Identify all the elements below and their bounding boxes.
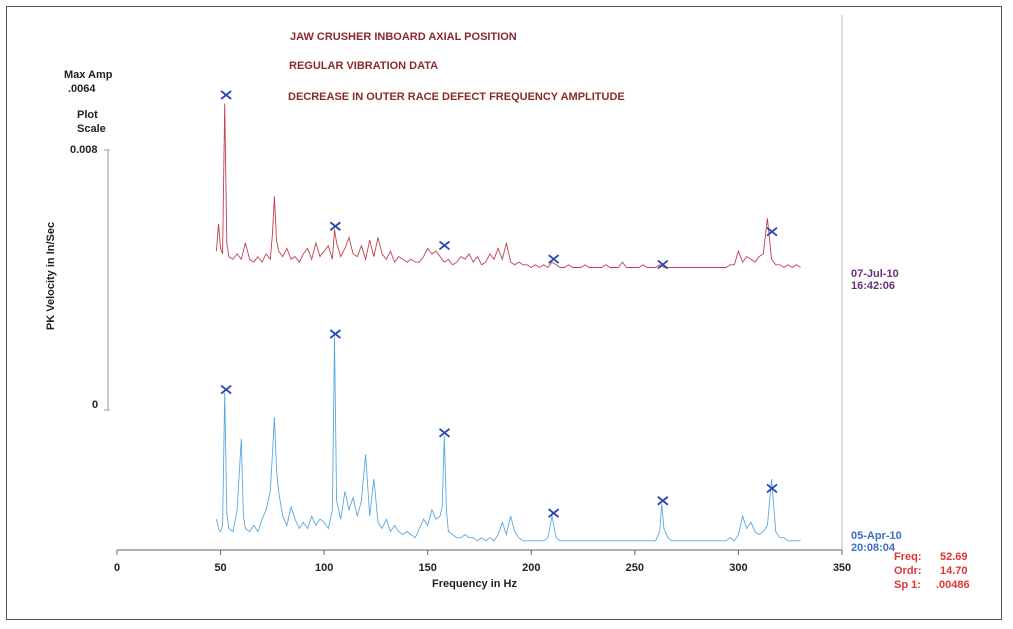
plot-scale-label-2: Scale bbox=[77, 123, 106, 135]
plot-frame bbox=[6, 6, 1002, 620]
series-top-date: 07-Jul-10 bbox=[851, 268, 899, 280]
harmonic-marker bbox=[220, 90, 232, 100]
x-tick-label: 150 bbox=[419, 562, 437, 574]
freq-value: 52.69 bbox=[940, 551, 968, 563]
harmonic-marker bbox=[438, 240, 451, 251]
x-tick-label: 0 bbox=[114, 562, 120, 574]
series-top-time: 16:42:06 bbox=[851, 280, 896, 292]
x-tick-label: 250 bbox=[626, 562, 644, 574]
max-amp-label: Max Amp bbox=[64, 69, 113, 81]
series-bottom-date: 05-Apr-10 bbox=[851, 530, 902, 542]
order-label: Ordr: bbox=[894, 565, 922, 577]
x-tick-label: 200 bbox=[522, 562, 540, 574]
harmonic-marker bbox=[438, 428, 451, 438]
plot-scale-label-1: Plot bbox=[77, 109, 98, 121]
x-tick-label: 100 bbox=[315, 562, 333, 574]
spectrum-trace-0 bbox=[215, 103, 801, 269]
x-tick-label: 350 bbox=[833, 562, 851, 574]
y-tick-zero: 0 bbox=[92, 399, 99, 411]
max-amp-value: .0064 bbox=[68, 83, 96, 95]
y-tick-top: 0.008 bbox=[70, 144, 98, 156]
harmonic-marker bbox=[657, 496, 669, 506]
harmonic-marker bbox=[548, 254, 560, 264]
speed-label: Sp 1: bbox=[894, 579, 921, 591]
title-line-1: JAW CRUSHER INBOARD AXIAL POSITION bbox=[290, 31, 517, 43]
harmonic-marker bbox=[329, 221, 341, 231]
harmonic-marker bbox=[657, 259, 669, 270]
title-line-3: DECREASE IN OUTER RACE DEFECT FREQUENCY … bbox=[288, 91, 625, 103]
harmonic-marker bbox=[220, 384, 232, 395]
order-value: 14.70 bbox=[940, 565, 968, 577]
speed-value: .00486 bbox=[936, 579, 970, 591]
spectrum-trace-1 bbox=[215, 336, 801, 542]
x-tick-label: 300 bbox=[729, 562, 747, 574]
x-axis-label: Frequency in Hz bbox=[432, 578, 517, 590]
x-tick-label: 50 bbox=[214, 562, 226, 574]
harmonic-marker bbox=[766, 227, 778, 237]
series-bottom-time: 20:08:04 bbox=[851, 542, 896, 554]
freq-label: Freq: bbox=[894, 551, 922, 563]
harmonic-marker bbox=[329, 329, 341, 339]
harmonic-marker bbox=[548, 508, 560, 518]
title-line-2: REGULAR VIBRATION DATA bbox=[289, 60, 439, 72]
harmonic-marker bbox=[766, 483, 778, 494]
